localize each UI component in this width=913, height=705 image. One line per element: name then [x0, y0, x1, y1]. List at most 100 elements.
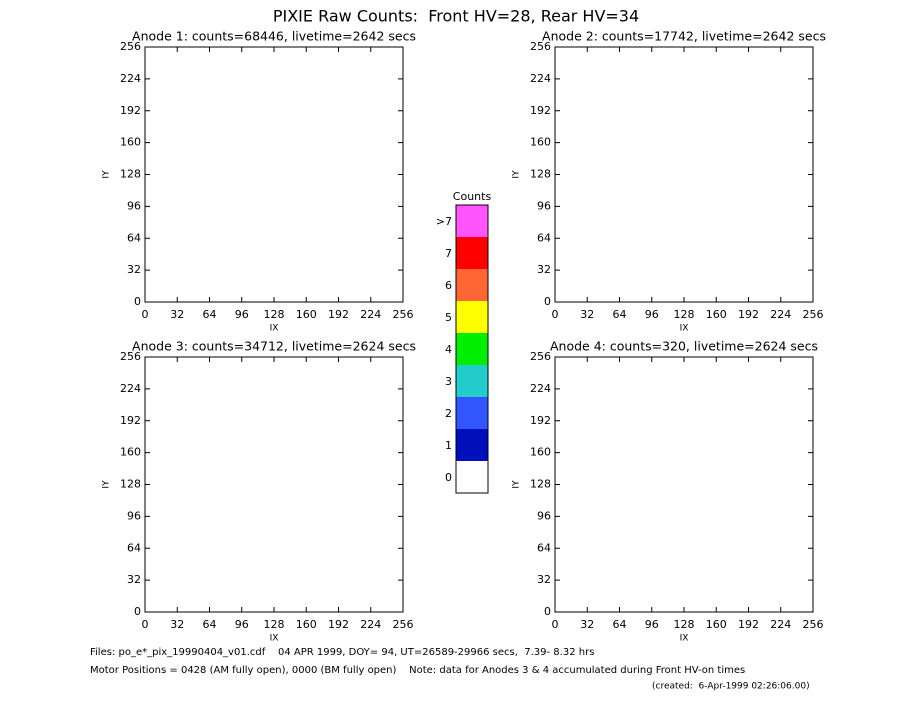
colorbar-swatch	[456, 301, 488, 333]
x-tick-label: 192	[328, 308, 349, 321]
colorbar-swatch	[456, 397, 488, 429]
x-tick-label: 128	[674, 308, 695, 321]
y-tick-label: 32	[127, 263, 141, 276]
x-tick-label: 128	[674, 618, 695, 631]
y-axis-label: IY	[512, 170, 522, 179]
y-tick-label: 32	[537, 263, 551, 276]
colorbar-swatch	[456, 461, 488, 493]
x-tick-label: 64	[203, 308, 217, 321]
y-tick-label: 192	[530, 414, 551, 427]
y-tick-label: 192	[530, 104, 551, 117]
x-tick-label: 64	[613, 308, 627, 321]
y-tick-label: 224	[530, 72, 551, 85]
x-tick-label: 160	[296, 618, 317, 631]
colorbar-label: 3	[445, 375, 452, 388]
y-tick-label: 128	[120, 168, 141, 181]
x-axis-label: IX	[270, 634, 279, 644]
y-tick-label: 32	[537, 573, 551, 586]
colorbar-frame	[455, 204, 489, 494]
y-tick-label: 256	[530, 40, 551, 53]
y-tick-label: 192	[120, 104, 141, 117]
colorbar-label: 6	[445, 279, 452, 292]
x-tick-label: 64	[613, 618, 627, 631]
y-tick-label: 256	[530, 350, 551, 363]
y-tick-label: 64	[127, 231, 141, 244]
x-tick-label: 224	[770, 308, 791, 321]
colorbar-label: >7	[436, 215, 452, 228]
x-tick-label: 128	[264, 308, 285, 321]
x-tick-label: 192	[738, 618, 759, 631]
x-tick-label: 32	[170, 618, 184, 631]
colorbar-swatch	[456, 269, 488, 301]
x-tick-label: 0	[142, 308, 149, 321]
x-tick-label: 96	[235, 308, 249, 321]
colorbar-label: 4	[445, 343, 452, 356]
x-tick-label: 96	[235, 618, 249, 631]
y-tick-label: 32	[127, 573, 141, 586]
plot-frame	[554, 46, 814, 303]
y-tick-label: 160	[530, 136, 551, 149]
colorbar-title: Counts	[453, 190, 492, 203]
y-tick-label: 0	[544, 295, 551, 308]
y-tick-label: 96	[537, 509, 551, 522]
y-tick-label: 160	[120, 136, 141, 149]
x-tick-label: 224	[770, 618, 791, 631]
x-tick-label: 256	[393, 618, 414, 631]
colorbar-label: 5	[445, 311, 452, 324]
x-tick-label: 224	[360, 618, 381, 631]
x-tick-label: 160	[296, 308, 317, 321]
y-tick-label: 128	[530, 168, 551, 181]
y-tick-label: 160	[120, 446, 141, 459]
y-axis-label: IY	[512, 480, 522, 489]
x-tick-label: 32	[580, 618, 594, 631]
y-tick-label: 96	[127, 199, 141, 212]
x-tick-label: 32	[170, 308, 184, 321]
panel-title: Anode 1: counts=68446, livetime=2642 sec…	[132, 29, 416, 44]
x-tick-label: 128	[264, 618, 285, 631]
x-axis-label: IX	[680, 634, 689, 644]
colorbar-swatch	[456, 333, 488, 365]
panel-title: Anode 4: counts=320, livetime=2624 secs	[550, 339, 818, 354]
y-tick-label: 0	[134, 295, 141, 308]
figure-title: PIXIE Raw Counts: Front HV=28, Rear HV=3…	[273, 7, 639, 26]
colorbar-swatch	[456, 429, 488, 461]
colorbar-swatch	[456, 205, 488, 237]
y-tick-label: 64	[537, 231, 551, 244]
x-tick-label: 224	[360, 308, 381, 321]
plot-frame	[144, 46, 404, 303]
x-tick-label: 0	[552, 308, 559, 321]
plot-frame	[554, 356, 814, 613]
y-tick-label: 224	[120, 72, 141, 85]
y-tick-label: 160	[530, 446, 551, 459]
y-tick-label: 224	[120, 382, 141, 395]
panel-title: Anode 3: counts=34712, livetime=2624 sec…	[132, 339, 416, 354]
colorbar-label: 1	[445, 439, 452, 452]
colorbar-swatch	[456, 365, 488, 397]
y-tick-label: 0	[134, 605, 141, 618]
x-tick-label: 64	[203, 618, 217, 631]
colorbar-label: 7	[445, 247, 452, 260]
panel-title: Anode 2: counts=17742, livetime=2642 sec…	[542, 29, 826, 44]
x-tick-label: 96	[645, 308, 659, 321]
y-tick-label: 256	[120, 350, 141, 363]
x-tick-label: 192	[328, 618, 349, 631]
x-tick-label: 256	[393, 308, 414, 321]
y-tick-label: 64	[537, 541, 551, 554]
y-tick-label: 96	[127, 509, 141, 522]
x-tick-label: 160	[706, 618, 727, 631]
x-tick-label: 0	[142, 618, 149, 631]
colorbar-label: 0	[445, 471, 452, 484]
footer-files: Files: po_e*_pix_19990404_v01.cdf 04 APR…	[90, 647, 594, 658]
x-tick-label: 256	[803, 618, 824, 631]
x-axis-label: IX	[270, 324, 279, 334]
x-tick-label: 32	[580, 308, 594, 321]
y-tick-label: 224	[530, 382, 551, 395]
y-axis-label: IY	[102, 170, 112, 179]
colorbar-label: 2	[445, 407, 452, 420]
y-tick-label: 0	[544, 605, 551, 618]
plot-frame	[144, 356, 404, 613]
y-tick-label: 96	[537, 199, 551, 212]
y-axis-label: IY	[102, 480, 112, 489]
x-tick-label: 256	[803, 308, 824, 321]
